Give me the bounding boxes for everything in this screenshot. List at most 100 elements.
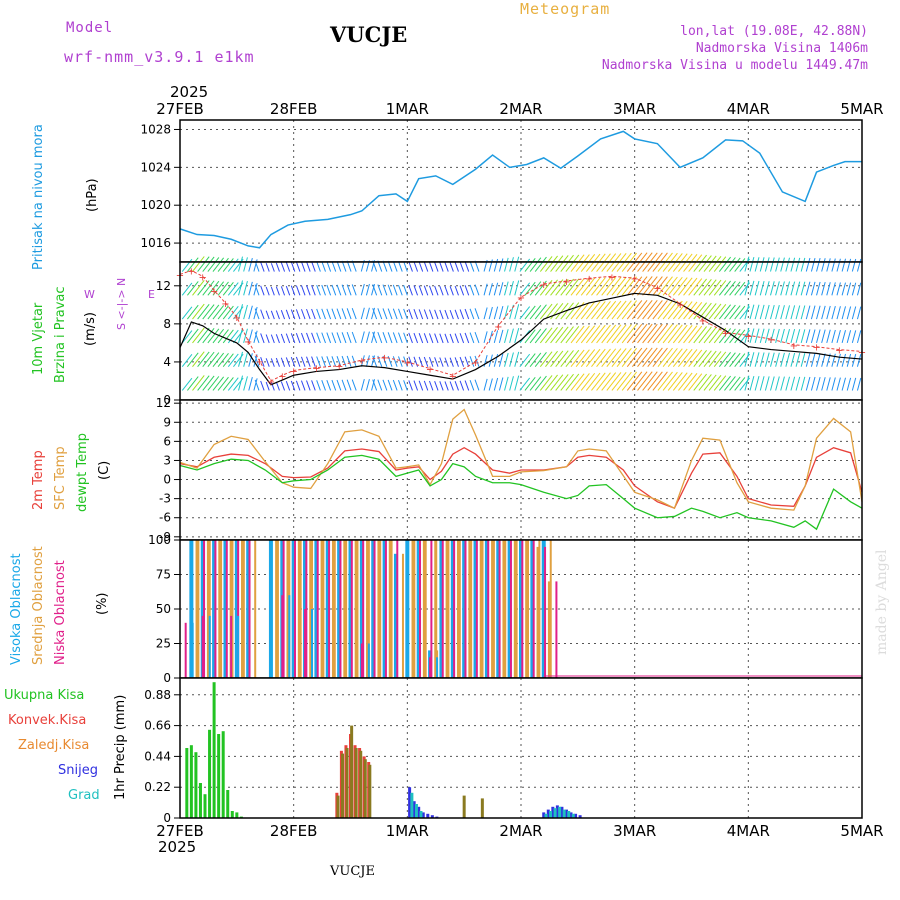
wind-barb xyxy=(642,371,658,391)
wind-barb xyxy=(524,329,536,344)
wind-barb xyxy=(611,324,627,344)
wind-barb xyxy=(718,351,732,367)
wind-barb xyxy=(331,332,337,344)
wind-barb xyxy=(831,282,836,296)
wind-barb xyxy=(346,355,352,367)
wind-barb xyxy=(770,376,775,391)
hail-bar xyxy=(567,811,571,818)
wind-barb xyxy=(197,256,210,272)
snow-bar xyxy=(542,812,546,818)
wind-barb xyxy=(192,327,205,344)
wind-barb xyxy=(372,284,378,296)
wind-barb xyxy=(585,325,601,344)
wind-barb xyxy=(718,375,732,391)
wind-barb xyxy=(616,324,632,344)
wind-barb xyxy=(601,372,617,391)
hail-bar xyxy=(571,813,575,818)
wind-barb xyxy=(341,379,347,391)
wind-barb xyxy=(631,371,648,391)
mid-cloud-bar xyxy=(248,540,251,678)
wind-barb xyxy=(227,282,239,296)
wind-barb xyxy=(560,373,574,391)
wind-barb xyxy=(212,305,225,320)
wind-barb xyxy=(253,330,258,344)
wind-barb xyxy=(280,262,286,272)
wind-barb xyxy=(524,258,536,272)
wind-barb xyxy=(202,351,215,367)
wind-barb xyxy=(816,353,821,367)
hail-bar xyxy=(544,813,548,818)
low-cloud-bar xyxy=(281,595,284,678)
top-date-axis: 27FEB 28FEB 1MAR 2MAR 3MAR 4MAR 5MAR xyxy=(156,100,883,118)
wind-barb xyxy=(780,328,785,344)
frozen-precip-bar xyxy=(341,753,345,818)
wind-barb xyxy=(713,303,727,320)
wind-barb xyxy=(841,330,846,344)
wind-barb xyxy=(321,261,326,272)
bottom-date-label: 28FEB xyxy=(270,822,317,840)
wind-barb xyxy=(759,257,765,272)
wind-barb xyxy=(795,281,801,296)
top-date-label: 28FEB xyxy=(270,100,317,118)
gust-marker: + xyxy=(608,272,616,283)
wind-barb xyxy=(387,332,393,344)
mid-cloud-bar xyxy=(479,540,483,678)
wind-barb xyxy=(744,304,750,320)
wind-barb xyxy=(387,284,393,296)
wind-barb xyxy=(534,375,547,391)
wind-barb xyxy=(418,309,424,320)
wind-barb xyxy=(826,377,831,391)
wind-barb xyxy=(459,285,465,296)
wind-barb xyxy=(662,276,678,296)
snow-bar xyxy=(417,806,421,818)
wind-barb xyxy=(729,329,741,344)
wind-barb xyxy=(785,257,791,272)
wind-barb xyxy=(545,255,558,272)
hail-bar xyxy=(562,809,566,818)
wind-barb xyxy=(831,258,836,272)
hail-label: Grad xyxy=(68,788,100,803)
wind-barb xyxy=(754,352,760,367)
wind-barb xyxy=(698,278,712,296)
wind-barb xyxy=(243,328,248,344)
wind-barb xyxy=(703,255,717,272)
wind-barb xyxy=(683,349,698,367)
wind-barb xyxy=(836,377,841,391)
wind-barb xyxy=(580,277,596,296)
high-cloud-bar xyxy=(291,540,296,678)
wind-barb xyxy=(398,332,403,344)
wind-barb xyxy=(449,309,454,320)
wind-barb xyxy=(626,300,643,320)
gust-marker: + xyxy=(210,287,218,298)
wind-barb xyxy=(805,353,811,367)
wind-barb xyxy=(413,261,419,272)
wind-barb xyxy=(202,280,215,296)
wind-barb xyxy=(606,300,622,320)
wind-barb xyxy=(392,332,398,344)
wind-barb xyxy=(856,330,862,344)
wind-barb xyxy=(764,304,770,320)
wind-barb xyxy=(616,371,632,391)
model-name: wrf-nmm_v3.9.1 e1km xyxy=(64,48,255,66)
wind-barb xyxy=(207,257,220,272)
bottom-date-axis: 27FEB 28FEB 1MAR 2MAR 3MAR 4MAR 5MAR xyxy=(156,822,883,840)
wind-barb xyxy=(290,309,296,320)
mid-cloud-bar xyxy=(502,540,506,678)
wind-barb xyxy=(672,277,688,296)
wind-barb xyxy=(341,308,347,320)
wind-barb xyxy=(524,377,536,391)
wind-barb xyxy=(428,261,434,272)
wind-barb xyxy=(371,331,376,344)
wind-barb xyxy=(795,305,801,320)
wind-barb xyxy=(260,357,265,367)
wind-barb xyxy=(439,381,444,391)
wind-barb xyxy=(498,353,504,367)
mid-cloud-bar xyxy=(487,540,490,678)
wind-barb xyxy=(652,347,668,367)
wind-barb xyxy=(331,260,337,272)
t2m-label: 2m Temp xyxy=(31,450,46,510)
wind-barb xyxy=(729,305,741,320)
wind-barb xyxy=(708,327,722,344)
wind-barb xyxy=(295,261,301,272)
